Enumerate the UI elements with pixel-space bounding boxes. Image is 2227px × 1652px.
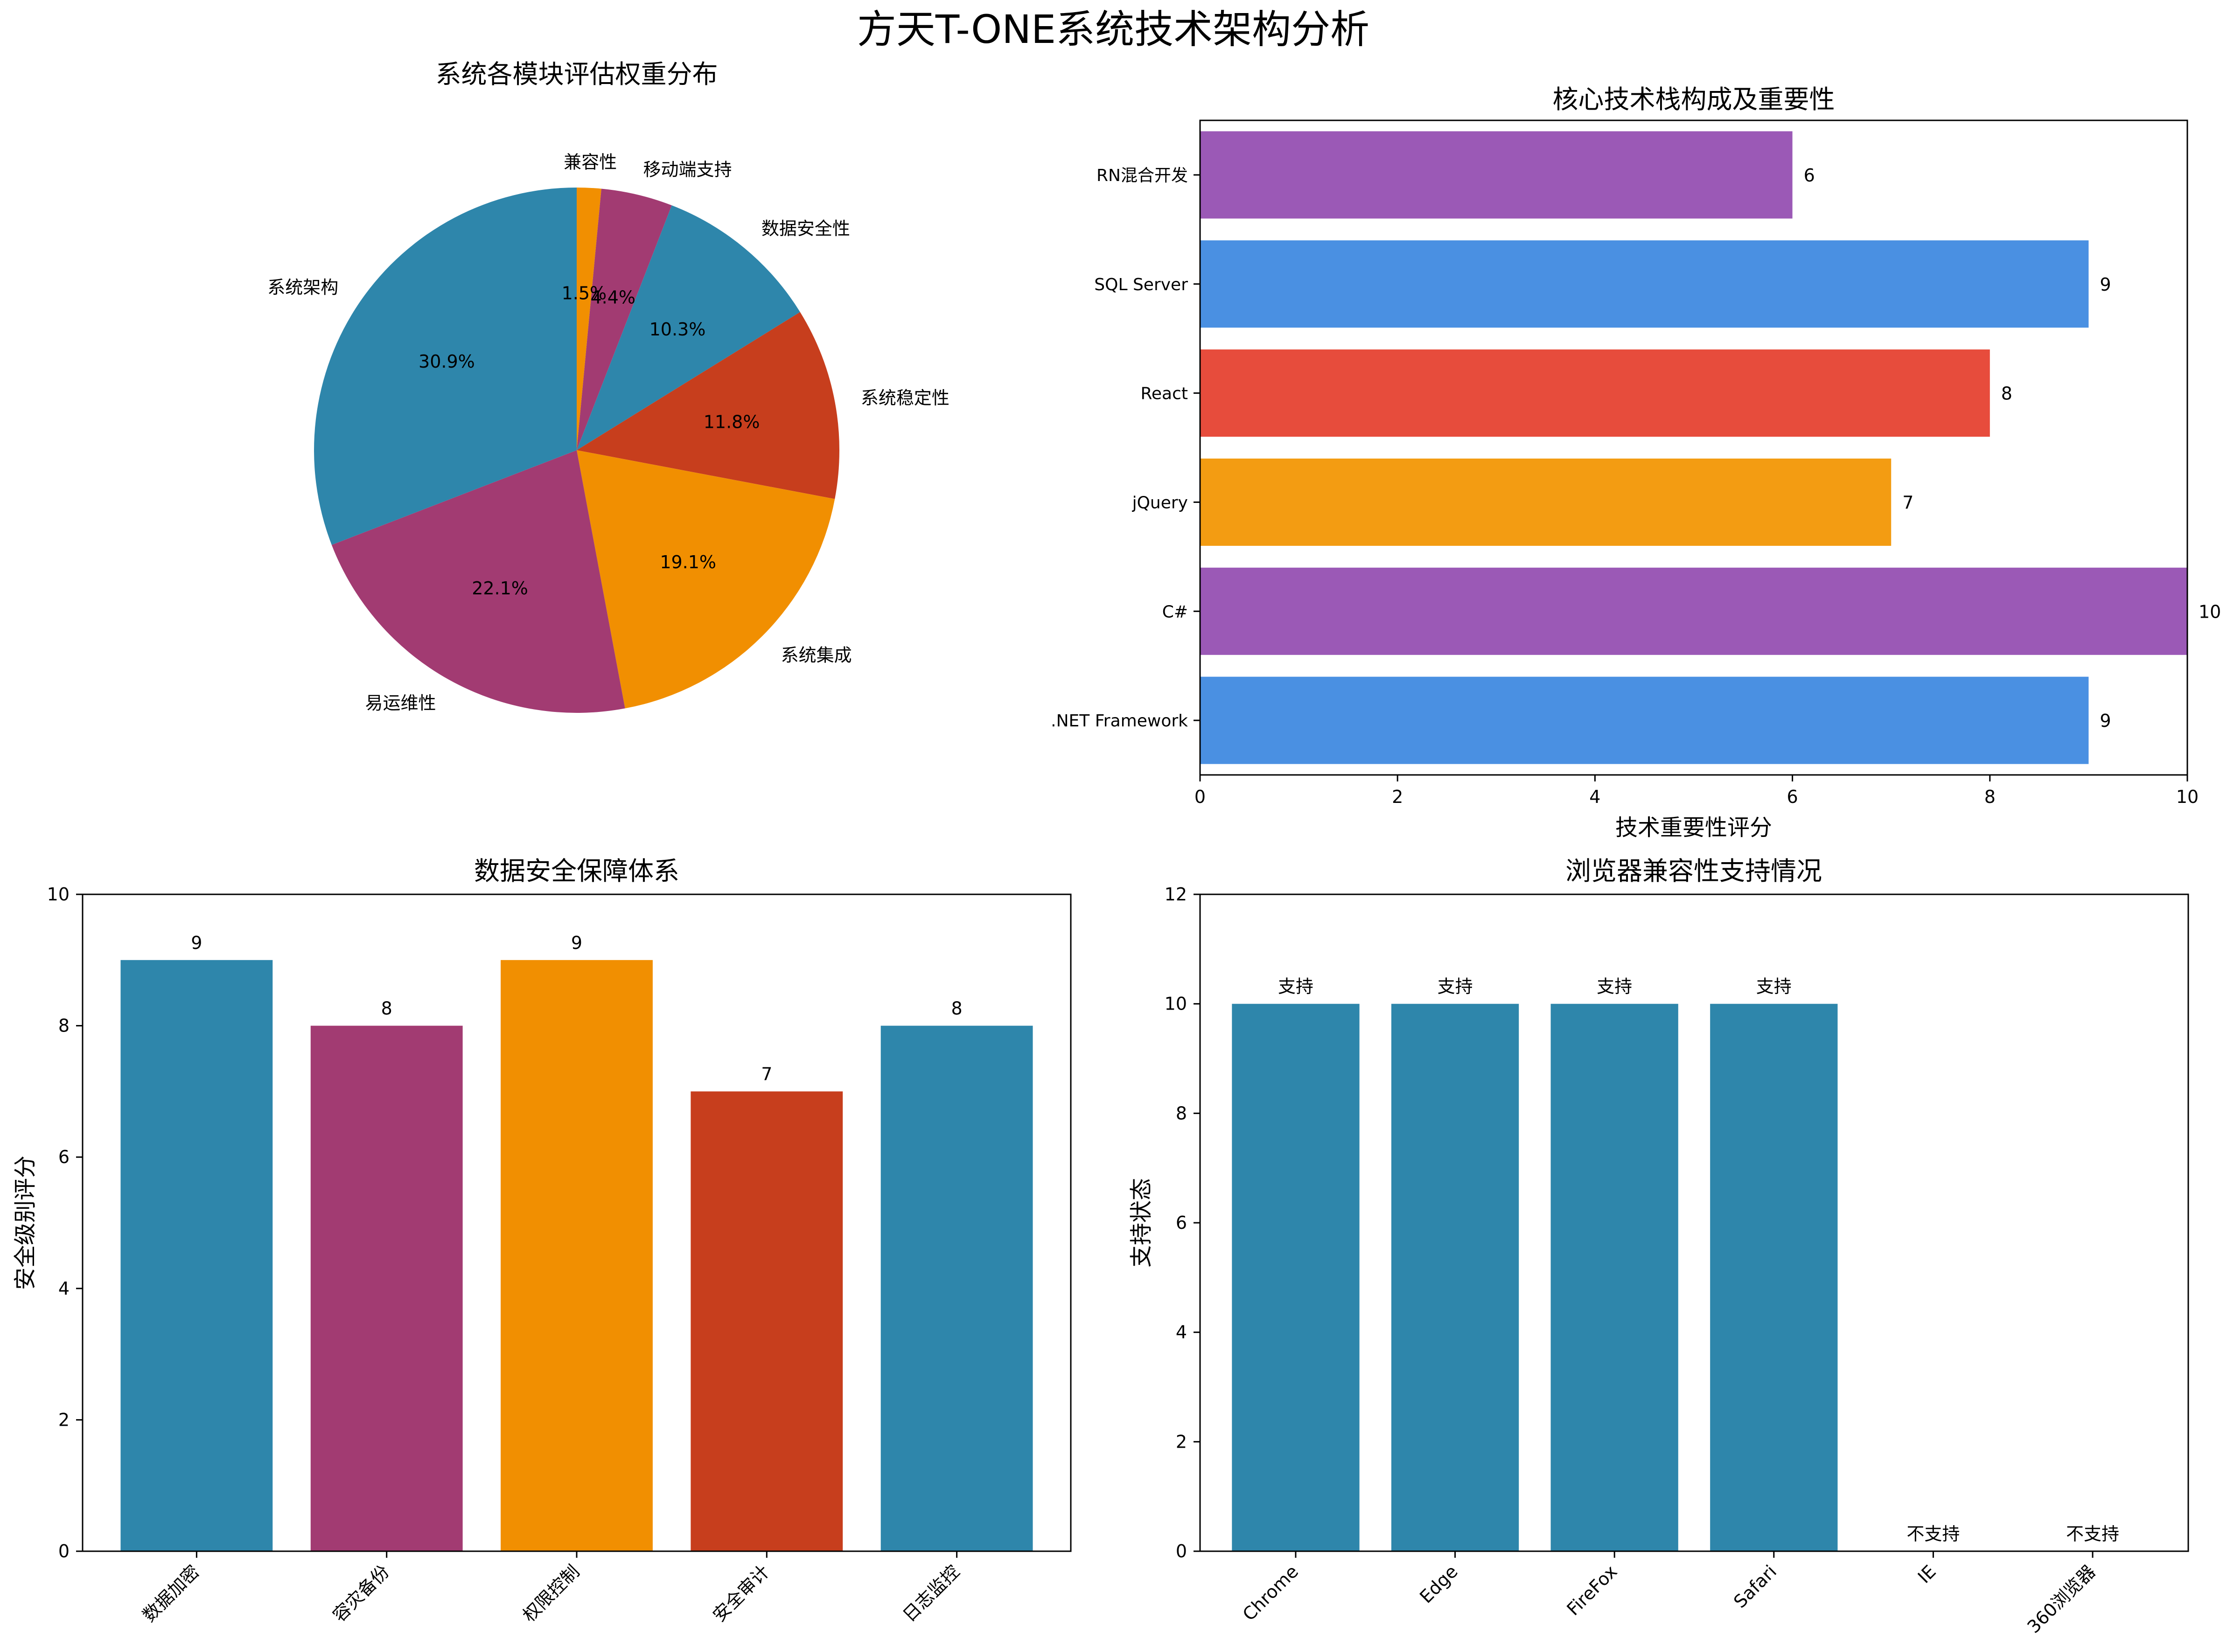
figure-title: 方天T-ONE系统技术架构分析 — [857, 7, 1369, 52]
browser-y-tick-label: 2 — [1176, 1431, 1187, 1452]
tech-bar — [1200, 458, 1892, 546]
security-bar-value-label: 9 — [191, 933, 202, 953]
pie-slice-label: 数据安全性 — [761, 218, 850, 239]
tech-bar-value-label: 7 — [1902, 492, 1913, 513]
tech-bar-value-label: 9 — [2100, 274, 2111, 295]
browser-bar — [1710, 1004, 1838, 1551]
security-y-tick-label: 0 — [58, 1541, 70, 1561]
browser-bar — [1550, 1004, 1678, 1551]
tech-x-tick-label: 4 — [1589, 787, 1600, 807]
tech-x-tick-label: 8 — [1984, 787, 1996, 807]
security-y-tick-label: 8 — [58, 1016, 70, 1036]
pie-slice-label: 系统架构 — [267, 277, 338, 298]
tech-y-tick-label: RN混合开发 — [1096, 166, 1188, 185]
pie-slice-label: 兼容性 — [564, 152, 617, 172]
tech-y-tick-label: React — [1140, 384, 1188, 404]
security-y-tick-label: 10 — [47, 884, 70, 905]
browser-bar-value-label: 不支持 — [1906, 1524, 1960, 1544]
tech-bar — [1200, 676, 2089, 764]
tech-bar-value-label: 6 — [1804, 165, 1815, 186]
pie-percent-label: 11.8% — [704, 411, 760, 432]
security-y-tick-label: 6 — [58, 1147, 70, 1167]
tech-bar-value-label: 9 — [2100, 711, 2111, 731]
tech-x-tick-label: 10 — [2176, 787, 2199, 807]
browser-y-tick-label: 12 — [1165, 884, 1187, 905]
browser-y-tick-label: 8 — [1176, 1103, 1187, 1123]
browser-bar-value-label: 支持 — [1438, 976, 1473, 997]
tech-x-tick-label: 0 — [1194, 787, 1206, 807]
pie-slice-label: 系统稳定性 — [861, 388, 949, 408]
pie-percent-label: 4.4% — [590, 287, 635, 307]
browser-y-tick-label: 10 — [1165, 994, 1187, 1014]
tech-stack-plot-frame — [1199, 119, 2188, 776]
tech-y-tick-label: C# — [1162, 602, 1188, 621]
tech-x-tick-label: 6 — [1787, 787, 1798, 807]
pie-slice-label: 移动端支持 — [643, 159, 732, 180]
pie-percent-label: 22.1% — [472, 578, 528, 599]
pie-slice — [331, 450, 625, 713]
tech-bar — [1200, 131, 1793, 219]
pie-slice-label: 系统集成 — [781, 645, 852, 665]
tech-y-tick-label: SQL Server — [1094, 275, 1188, 294]
pie-chart: 系统各模块评估权重分布 1.5%4.4% 10.3% 11.8% 19.1% 22.1%… — [267, 59, 949, 713]
security-bar — [120, 960, 273, 1551]
browser-bar — [1232, 1004, 1360, 1551]
browser-bar-value-label: 支持 — [1597, 976, 1632, 997]
pie-slice — [577, 188, 672, 450]
security-bar-value-label: 7 — [761, 1064, 772, 1084]
tech-y-tick-label: .NET Framework — [1051, 711, 1188, 731]
pie-slice-label: 易运维性 — [365, 693, 436, 713]
security-bar-value-label: 9 — [571, 933, 582, 953]
pie-slice — [577, 205, 800, 450]
pie-percent-label: 30.9% — [419, 351, 475, 372]
security-bar — [880, 1025, 1033, 1551]
security-bar — [691, 1091, 843, 1551]
tech-bar — [1200, 567, 2187, 655]
security-chart-title: 数据安全保障体系 — [474, 856, 679, 886]
pie-slice — [577, 450, 835, 709]
security-bar — [310, 1025, 463, 1551]
tech-bar-value-label: 8 — [2001, 383, 2012, 404]
browser-bar-value-label: 不支持 — [2066, 1524, 2119, 1544]
tech-stack-chart: 核心技术栈构成及重要性 9 10 7 8 9 6 .NET Framework C# jQue… — [1051, 84, 2221, 841]
browser-y-tick-label: 4 — [1176, 1322, 1187, 1343]
security-y-tick-label: 4 — [58, 1278, 70, 1299]
browser-bar — [1391, 1004, 1519, 1551]
pie-percent-label: 19.1% — [660, 552, 716, 572]
security-bar-value-label: 8 — [381, 998, 392, 1019]
security-y-tick-label: 2 — [58, 1409, 70, 1430]
pie-slice — [577, 312, 839, 499]
browser-chart-title: 浏览器兼容性支持情况 — [1565, 856, 1822, 886]
pie-chart-title: 系统各模块评估权重分布 — [435, 59, 718, 89]
security-bar-value-label: 8 — [951, 998, 963, 1019]
tech-bar-value-label: 10 — [2199, 601, 2221, 622]
tech-y-tick-label: jQuery — [1132, 493, 1188, 512]
pie-percent-label: 10.3% — [649, 319, 706, 340]
browser-bar-value-label: 支持 — [1278, 976, 1313, 997]
tech-bar — [1200, 349, 1990, 437]
tech-bar — [1200, 240, 2089, 328]
security-y-axis-label: 安全级别评分 — [12, 1156, 38, 1290]
browser-bar-value-label: 支持 — [1756, 976, 1792, 997]
security-bar — [501, 960, 653, 1551]
pie-slice — [577, 188, 601, 450]
tech-x-tick-label: 2 — [1392, 787, 1403, 807]
pie-percent-label: 1.5% — [562, 283, 607, 304]
pie-slice — [314, 188, 577, 545]
browser-y-tick-label: 6 — [1176, 1213, 1187, 1233]
tech-stack-x-axis-label: 技术重要性评分 — [1615, 815, 1772, 841]
browser-y-axis-label: 支持状态 — [1128, 1178, 1154, 1268]
tech-stack-chart-title: 核心技术栈构成及重要性 — [1552, 84, 1835, 114]
browser-y-tick-label: 0 — [1176, 1541, 1187, 1561]
